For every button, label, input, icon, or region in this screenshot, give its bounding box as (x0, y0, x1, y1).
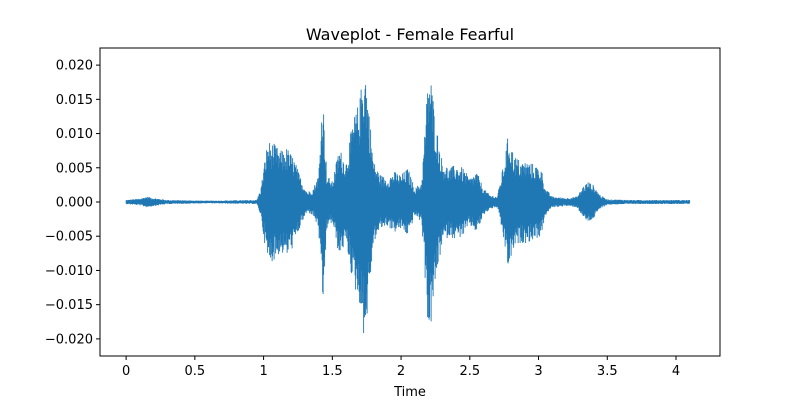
y-axis: 0.020 0.015 0.010 0.005 0.000 −0.005 −0.010 −0.… (45, 59, 100, 347)
y-tick-label: −0.015 (45, 298, 93, 313)
x-tick-label: 2 (397, 364, 405, 379)
y-tick-label: 0.005 (56, 161, 93, 176)
x-tick-label: 4 (672, 364, 680, 379)
x-tick-label: 3.5 (597, 364, 618, 379)
x-tick-label: 0.5 (185, 364, 206, 379)
y-tick-label: 0.000 (56, 196, 93, 211)
x-tick-label: 2.5 (459, 364, 480, 379)
y-tick-label: 0.010 (56, 127, 93, 142)
y-tick-label: −0.005 (45, 230, 93, 245)
x-tick-label: 0 (122, 364, 130, 379)
chart-title: Waveplot - Female Fearful (306, 25, 514, 44)
y-tick-label: 0.015 (56, 93, 93, 108)
plot-area (125, 85, 691, 334)
x-axis: 0 0.5 1 1.5 2 2.5 3 3.5 4 (122, 356, 680, 379)
x-tick-label: 1.5 (322, 364, 343, 379)
waveform-series-0 (125, 85, 691, 334)
y-tick-label: −0.010 (45, 264, 93, 279)
x-axis-label: Time (393, 385, 426, 400)
y-tick-label: −0.020 (45, 332, 93, 347)
x-tick-label: 3 (534, 364, 542, 379)
x-tick-label: 1 (259, 364, 267, 379)
y-tick-label: 0.020 (56, 59, 93, 74)
